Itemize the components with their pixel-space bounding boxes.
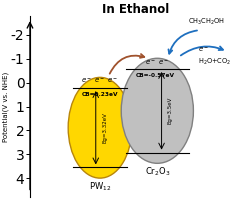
Title: In Ethanol: In Ethanol [102, 3, 170, 16]
Text: CB=0.23eV: CB=0.23eV [82, 92, 118, 97]
Ellipse shape [68, 77, 132, 178]
Text: $e^-$: $e^-$ [198, 45, 209, 54]
Text: Eg=3.32eV: Eg=3.32eV [102, 112, 107, 143]
Text: CB=-0.57eV: CB=-0.57eV [136, 73, 175, 78]
Text: $e^-$ $e^-$: $e^-$ $e^-$ [145, 58, 170, 67]
FancyArrowPatch shape [181, 46, 223, 55]
Text: CH$_3$CH$_2$OH: CH$_3$CH$_2$OH [188, 17, 225, 27]
Text: Cr$_2$O$_3$: Cr$_2$O$_3$ [145, 166, 170, 178]
Y-axis label: Potential(V vs. NHE): Potential(V vs. NHE) [3, 71, 9, 142]
FancyArrowPatch shape [110, 54, 144, 74]
Text: $e^-$ $e^-$ $e^-$: $e^-$ $e^-$ $e^-$ [81, 77, 119, 85]
Text: H$_2$O+CO$_2$: H$_2$O+CO$_2$ [198, 57, 232, 67]
Text: PW$_{12}$: PW$_{12}$ [89, 181, 111, 193]
Text: Eg=3.5eV: Eg=3.5eV [168, 97, 173, 124]
FancyArrowPatch shape [169, 30, 197, 54]
Ellipse shape [121, 58, 193, 163]
